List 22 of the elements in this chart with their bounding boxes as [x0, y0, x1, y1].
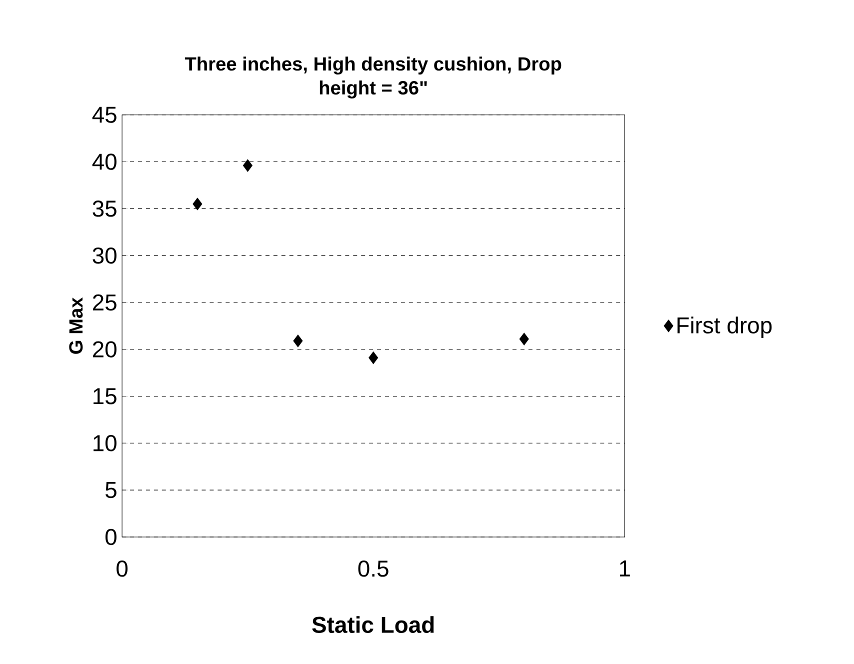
point	[519, 332, 529, 346]
y-tick-label: 35	[92, 200, 116, 217]
legend-label: First drop	[678, 316, 772, 338]
point	[368, 352, 378, 364]
point	[293, 334, 303, 348]
y-axis-title: G Max	[69, 297, 83, 354]
x-axis-title: Static Load	[312, 616, 434, 634]
y-tick-label: 5	[106, 482, 116, 498]
y-tick-label: 30	[92, 247, 116, 264]
y-tick-label: 40	[92, 154, 116, 170]
y-tick-label: 10	[94, 435, 116, 452]
point	[192, 198, 202, 210]
y-tick-label: 15	[94, 388, 116, 404]
x-tick-label: 1	[620, 560, 630, 576]
x-tick-label: 0.5	[358, 560, 388, 577]
x-tick-label: 0	[116, 560, 128, 577]
point	[242, 159, 252, 172]
y-tick-label: 20	[92, 341, 116, 358]
y-tick-label: 45	[92, 106, 116, 123]
y-tick-label: 25	[92, 294, 116, 311]
y-tick-label: 0	[106, 528, 116, 546]
chart-title: Three inches, High density cushion, Drop height = 36"	[184, 56, 562, 98]
